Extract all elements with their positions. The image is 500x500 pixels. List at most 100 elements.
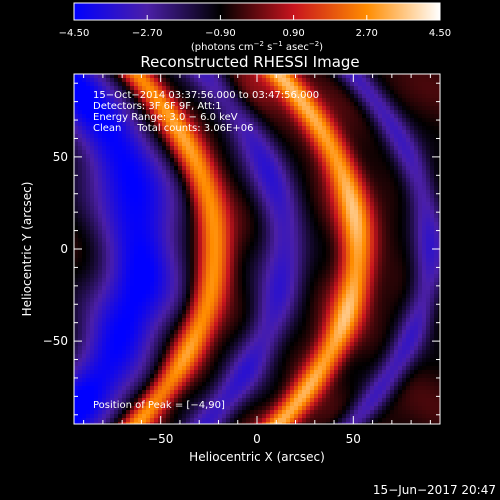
heatmap-cell	[78, 90, 83, 95]
heatmap-cell	[390, 170, 395, 175]
heatmap-cell	[102, 142, 107, 147]
heatmap-cell	[326, 138, 331, 143]
heatmap-cell	[438, 202, 440, 207]
heatmap-cell	[106, 230, 111, 235]
heatmap-cell	[306, 134, 311, 139]
heatmap-cell	[214, 198, 219, 203]
heatmap-cell	[86, 146, 91, 151]
heatmap-cell	[202, 266, 207, 271]
heatmap-cell	[82, 102, 87, 107]
heatmap-cell	[390, 234, 395, 239]
heatmap-cell	[186, 206, 191, 211]
heatmap-cell	[222, 110, 227, 115]
heatmap-cell	[406, 118, 411, 123]
heatmap-cell	[302, 174, 307, 179]
heatmap-cell	[330, 178, 335, 183]
heatmap-cell	[418, 90, 423, 95]
heatmap-cell	[198, 198, 203, 203]
heatmap-cell	[86, 190, 91, 195]
heatmap-cell	[194, 142, 199, 147]
heatmap-cell	[314, 198, 319, 203]
heatmap-cell	[158, 94, 163, 99]
heatmap-cell	[82, 282, 87, 287]
heatmap-cell	[142, 242, 147, 247]
heatmap-cell	[338, 126, 343, 131]
heatmap-cell	[158, 110, 163, 115]
heatmap-cell	[250, 86, 255, 91]
heatmap-cell	[166, 222, 171, 227]
heatmap-cell	[338, 286, 343, 291]
heatmap-cell	[162, 158, 167, 163]
heatmap-cell	[350, 246, 355, 251]
heatmap-cell	[434, 238, 439, 243]
colorbar-unit-mid: s	[264, 42, 272, 53]
heatmap-cell	[202, 94, 207, 99]
heatmap-cell	[78, 178, 83, 183]
heatmap-cell	[258, 230, 263, 235]
heatmap-cell	[158, 174, 163, 179]
heatmap-cell	[166, 214, 171, 219]
heatmap-cell	[426, 186, 431, 191]
heatmap-cell	[158, 274, 163, 279]
heatmap-cell	[182, 230, 187, 235]
heatmap-cell	[134, 266, 139, 271]
heatmap-cell	[394, 114, 399, 119]
heatmap-cell	[206, 238, 211, 243]
heatmap-cell	[218, 206, 223, 211]
heatmap-cell	[278, 206, 283, 211]
heatmap-cell	[162, 110, 167, 115]
heatmap-cell	[314, 230, 319, 235]
heatmap-cell	[326, 142, 331, 147]
heatmap-cell	[138, 138, 143, 143]
heatmap-cell	[350, 150, 355, 155]
heatmap-cell	[142, 154, 147, 159]
heatmap-cell	[74, 78, 79, 83]
heatmap-cell	[126, 286, 131, 291]
heatmap-cell	[202, 154, 207, 159]
heatmap-cell	[202, 162, 207, 167]
heatmap-cell	[290, 274, 295, 279]
heatmap-cell	[246, 186, 251, 191]
heatmap-cell	[410, 190, 415, 195]
heatmap-cell	[338, 134, 343, 139]
heatmap-cell	[398, 198, 403, 203]
heatmap-cell	[198, 90, 203, 95]
heatmap-cell	[170, 114, 175, 119]
heatmap-cell	[390, 282, 395, 287]
heatmap-cell	[206, 90, 211, 95]
heatmap-cell	[214, 186, 219, 191]
heatmap-cell	[106, 186, 111, 191]
heatmap-cell	[434, 270, 439, 275]
heatmap-cell	[418, 278, 423, 283]
heatmap-cell	[314, 118, 319, 123]
heatmap-cell	[110, 238, 115, 243]
heatmap-cell	[122, 186, 127, 191]
heatmap-cell	[418, 74, 423, 79]
heatmap-cell	[194, 246, 199, 251]
heatmap-cell	[106, 222, 111, 227]
heatmap-cell	[134, 90, 139, 95]
heatmap-cell	[390, 158, 395, 163]
heatmap-cell	[274, 278, 279, 283]
heatmap-cell	[378, 90, 383, 95]
heatmap-cell	[270, 266, 275, 271]
heatmap-cell	[398, 90, 403, 95]
heatmap-cell	[242, 122, 247, 127]
heatmap-cell	[370, 206, 375, 211]
heatmap-cell	[302, 254, 307, 259]
heatmap-cell	[162, 282, 167, 287]
heatmap-cell	[170, 74, 175, 79]
heatmap-cell	[138, 98, 143, 103]
heatmap-cell	[358, 130, 363, 135]
heatmap-cell	[274, 98, 279, 103]
heatmap-cell	[222, 82, 227, 87]
heatmap-cell	[366, 182, 371, 187]
heatmap-cell	[118, 274, 123, 279]
heatmap-cell	[246, 210, 251, 215]
heatmap-cell	[114, 198, 119, 203]
heatmap-cell	[314, 210, 319, 215]
heatmap-cell	[338, 202, 343, 207]
heatmap-cell	[134, 270, 139, 275]
heatmap-cell	[118, 206, 123, 211]
heatmap-cell	[154, 262, 159, 267]
